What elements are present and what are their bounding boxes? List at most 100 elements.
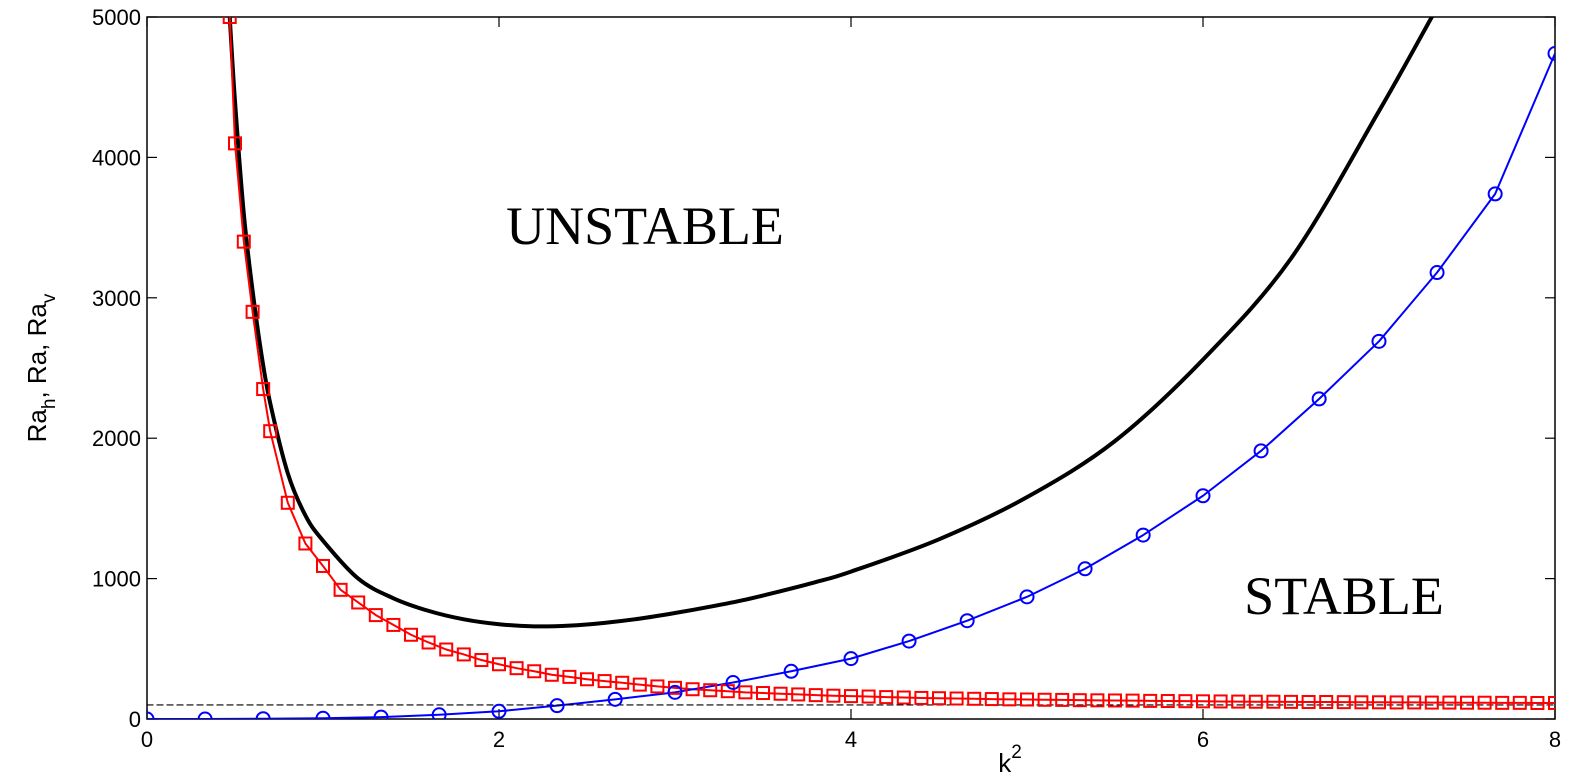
series-line-1 xyxy=(228,17,1555,704)
series-marker-square xyxy=(632,677,647,692)
series-marker-square xyxy=(333,582,348,597)
series-marker-square xyxy=(1284,694,1298,709)
series-marker-square xyxy=(1530,695,1545,710)
series-marker-square xyxy=(1125,693,1140,708)
series-marker-circle xyxy=(1487,186,1503,202)
series-marker-circle xyxy=(1371,333,1387,349)
series-marker-circle xyxy=(1077,561,1093,577)
series-marker-square xyxy=(808,688,823,703)
series-line-2 xyxy=(147,52,1555,719)
series-marker-circle xyxy=(1195,488,1211,504)
series-marker-square xyxy=(298,536,313,551)
x-tick-label: 2 xyxy=(493,727,505,752)
axis-ticks xyxy=(146,16,1556,720)
series-marker-circle xyxy=(197,711,213,719)
series-marker-circle xyxy=(959,613,975,629)
y-axis-title-sub-2: v xyxy=(39,293,60,303)
series-marker-square xyxy=(1055,692,1070,707)
series-marker-square xyxy=(1460,695,1474,710)
series-marker-square xyxy=(738,685,753,700)
series-marker-square xyxy=(984,692,999,707)
series-marker-square xyxy=(316,558,330,573)
x-axis-title-sup: 2 xyxy=(1011,742,1022,763)
y-tick-label: 1000 xyxy=(92,567,141,592)
labels-layer: 0 2 4 6 8 0 1000 2000 3000 4000 5000 xyxy=(92,5,1561,752)
markers-layer xyxy=(147,17,1555,719)
series-marker-square xyxy=(245,304,260,319)
y-tick-label: 0 xyxy=(129,707,141,732)
series-marker-square xyxy=(1512,695,1527,710)
series-marker-square xyxy=(1407,695,1422,710)
series-marker-square xyxy=(896,690,911,705)
series-marker-square xyxy=(509,661,524,676)
y-tick-label: 3000 xyxy=(92,286,141,311)
series-marker-square xyxy=(685,682,700,697)
series-marker-square xyxy=(368,608,383,623)
series-marker-square xyxy=(703,683,718,698)
series-marker-square xyxy=(914,690,929,705)
series-marker-square xyxy=(421,635,436,650)
y-axis-title: Rah, Ra, Rav xyxy=(22,293,60,442)
series-marker-square xyxy=(1372,695,1386,710)
series-marker-square xyxy=(1495,695,1510,710)
series-marker-square xyxy=(1477,695,1492,710)
series-marker-square xyxy=(826,688,841,703)
y-tick-label: 2000 xyxy=(92,426,141,451)
series-marker-square xyxy=(492,657,506,672)
series-marker-circle xyxy=(373,709,389,719)
x-axis-title: k2 xyxy=(998,742,1022,778)
y-tick-label: 4000 xyxy=(92,145,141,170)
series-marker-circle xyxy=(901,633,917,649)
x-tick-label: 4 xyxy=(845,727,857,752)
series-marker-circle xyxy=(255,711,271,719)
x-tick-label: 0 xyxy=(141,727,153,752)
series-marker-square xyxy=(879,690,894,705)
series-marker-square xyxy=(580,672,594,687)
series-marker-circle xyxy=(431,707,447,719)
annotation-stable: STABLE xyxy=(1244,566,1444,626)
series-marker-square xyxy=(967,691,982,706)
series-marker-square xyxy=(439,642,454,657)
series-marker-square xyxy=(228,136,242,151)
series-line-0 xyxy=(227,17,1434,629)
series-marker-square xyxy=(861,689,876,704)
series-marker-square xyxy=(791,687,806,702)
series-marker-square xyxy=(932,691,946,706)
series-marker-circle xyxy=(607,691,623,707)
series-marker-square xyxy=(527,664,542,679)
series-marker-square xyxy=(756,686,770,701)
series-marker-square xyxy=(1090,693,1105,708)
series-marker-square xyxy=(615,675,630,690)
x-tick-label: 8 xyxy=(1549,727,1561,752)
series-marker-square xyxy=(1143,693,1158,708)
y-axis-title-part-2: , Ra, Ra xyxy=(22,303,52,399)
series-marker-square xyxy=(773,686,788,701)
plot-area xyxy=(146,16,1556,720)
series-marker-square xyxy=(1213,694,1228,709)
series-marker-square xyxy=(1548,695,1555,710)
series-marker-circle xyxy=(549,698,565,714)
series-marker-square xyxy=(1336,695,1351,710)
series-marker-square xyxy=(263,424,278,439)
series-marker-square xyxy=(236,234,251,249)
series-marker-square xyxy=(949,691,964,706)
series-marker-square xyxy=(1108,693,1122,708)
series-marker-square xyxy=(1160,694,1175,709)
series-marker-square xyxy=(386,617,401,632)
series-marker-square xyxy=(222,17,237,24)
series-marker-square xyxy=(597,674,612,689)
series-marker-square xyxy=(474,653,489,668)
series-marker-square xyxy=(351,595,366,610)
series-marker-square xyxy=(650,679,665,694)
series-marker-square xyxy=(562,669,577,684)
series-marker-square xyxy=(404,627,418,642)
series-marker-square xyxy=(1178,694,1193,709)
series-marker-square xyxy=(1442,695,1457,710)
series-marker-circle xyxy=(1019,589,1035,605)
series-marker-square xyxy=(1424,695,1439,710)
series-marker-circle xyxy=(1253,443,1269,459)
series-marker-circle xyxy=(783,663,799,679)
series-marker-circle xyxy=(843,651,859,667)
x-tick-label: 6 xyxy=(1197,727,1209,752)
